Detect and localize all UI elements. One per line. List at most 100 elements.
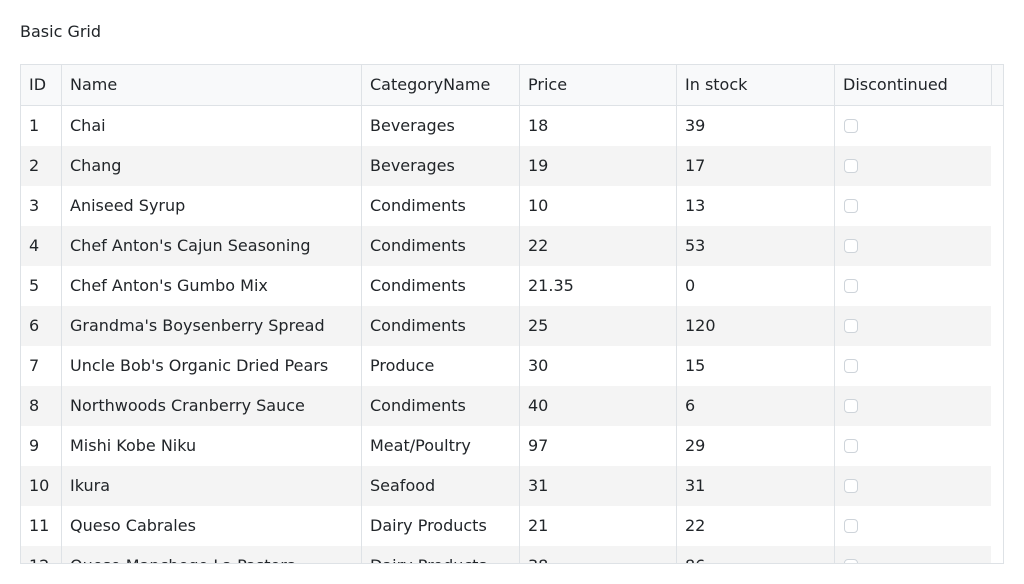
cell-discontinued [835,226,991,266]
column-header-discontinued[interactable]: Discontinued [835,65,992,105]
discontinued-checkbox[interactable] [844,519,858,533]
table-row[interactable]: 9 Mishi Kobe Niku Meat/Poultry 97 29 [21,426,991,466]
scrollbar-header-spacer [992,65,1003,105]
grid-body[interactable]: 1 Chai Beverages 18 39 2 Chang Beverages… [21,106,991,563]
table-row[interactable]: 8 Northwoods Cranberry Sauce Condiments … [21,386,991,426]
cell-id: 4 [21,226,62,266]
cell-in-stock: 17 [677,146,835,186]
cell-id: 1 [21,106,62,146]
cell-id: 6 [21,306,62,346]
cell-in-stock: 53 [677,226,835,266]
grid-header: ID Name CategoryName Price In stock Disc… [21,65,1003,106]
cell-price: 21.35 [520,266,677,306]
table-row[interactable]: 5 Chef Anton's Gumbo Mix Condiments 21.3… [21,266,991,306]
cell-name: Chang [62,146,362,186]
cell-price: 30 [520,346,677,386]
cell-name: Mishi Kobe Niku [62,426,362,466]
cell-in-stock: 29 [677,426,835,466]
cell-name: Chef Anton's Gumbo Mix [62,266,362,306]
cell-in-stock: 86 [677,546,835,563]
cell-discontinued [835,386,991,426]
cell-id: 9 [21,426,62,466]
cell-discontinued [835,306,991,346]
discontinued-checkbox[interactable] [844,239,858,253]
cell-in-stock: 39 [677,106,835,146]
cell-category: Condiments [362,226,520,266]
cell-name: Aniseed Syrup [62,186,362,226]
table-row[interactable]: 7 Uncle Bob's Organic Dried Pears Produc… [21,346,991,386]
cell-name: Chai [62,106,362,146]
cell-category: Dairy Products [362,546,520,563]
cell-in-stock: 31 [677,466,835,506]
table-row[interactable]: 4 Chef Anton's Cajun Seasoning Condiment… [21,226,991,266]
cell-category: Condiments [362,386,520,426]
column-header-category[interactable]: CategoryName [362,65,520,105]
cell-name: Northwoods Cranberry Sauce [62,386,362,426]
discontinued-checkbox[interactable] [844,119,858,133]
cell-price: 38 [520,546,677,563]
discontinued-checkbox[interactable] [844,359,858,373]
cell-discontinued [835,506,991,546]
cell-name: Uncle Bob's Organic Dried Pears [62,346,362,386]
cell-category: Condiments [362,266,520,306]
table-row[interactable]: 3 Aniseed Syrup Condiments 10 13 [21,186,991,226]
column-header-name[interactable]: Name [62,65,362,105]
cell-price: 19 [520,146,677,186]
table-row[interactable]: 2 Chang Beverages 19 17 [21,146,991,186]
column-header-in-stock[interactable]: In stock [677,65,835,105]
cell-in-stock: 120 [677,306,835,346]
cell-name: Queso Cabrales [62,506,362,546]
cell-price: 21 [520,506,677,546]
discontinued-checkbox[interactable] [844,199,858,213]
cell-price: 22 [520,226,677,266]
data-grid: ID Name CategoryName Price In stock Disc… [20,64,1004,564]
cell-discontinued [835,146,991,186]
cell-id: 8 [21,386,62,426]
cell-id: 3 [21,186,62,226]
column-header-price[interactable]: Price [520,65,677,105]
cell-discontinued [835,346,991,386]
cell-price: 40 [520,386,677,426]
cell-category: Beverages [362,146,520,186]
cell-category: Beverages [362,106,520,146]
discontinued-checkbox[interactable] [844,279,858,293]
cell-id: 7 [21,346,62,386]
table-row[interactable]: 11 Queso Cabrales Dairy Products 21 22 [21,506,991,546]
cell-discontinued [835,426,991,466]
cell-name: Queso Manchego La Pastora [62,546,362,563]
cell-category: Meat/Poultry [362,426,520,466]
cell-in-stock: 22 [677,506,835,546]
table-row[interactable]: 6 Grandma's Boysenberry Spread Condiment… [21,306,991,346]
cell-id: 10 [21,466,62,506]
cell-id: 5 [21,266,62,306]
cell-id: 11 [21,506,62,546]
cell-discontinued [835,546,991,563]
discontinued-checkbox[interactable] [844,559,858,563]
cell-category: Produce [362,346,520,386]
table-row[interactable]: 12 Queso Manchego La Pastora Dairy Produ… [21,546,991,563]
cell-id: 12 [21,546,62,563]
cell-name: Grandma's Boysenberry Spread [62,306,362,346]
discontinued-checkbox[interactable] [844,319,858,333]
cell-price: 25 [520,306,677,346]
table-row[interactable]: 10 Ikura Seafood 31 31 [21,466,991,506]
discontinued-checkbox[interactable] [844,159,858,173]
cell-name: Ikura [62,466,362,506]
discontinued-checkbox[interactable] [844,479,858,493]
table-row[interactable]: 1 Chai Beverages 18 39 [21,106,991,146]
discontinued-checkbox[interactable] [844,399,858,413]
cell-in-stock: 6 [677,386,835,426]
discontinued-checkbox[interactable] [844,439,858,453]
cell-category: Condiments [362,306,520,346]
page-title: Basic Grid [20,22,102,41]
column-header-id[interactable]: ID [21,65,62,105]
cell-category: Seafood [362,466,520,506]
cell-in-stock: 0 [677,266,835,306]
cell-discontinued [835,106,991,146]
cell-price: 31 [520,466,677,506]
cell-price: 97 [520,426,677,466]
cell-in-stock: 15 [677,346,835,386]
cell-discontinued [835,266,991,306]
cell-discontinued [835,466,991,506]
cell-category: Dairy Products [362,506,520,546]
